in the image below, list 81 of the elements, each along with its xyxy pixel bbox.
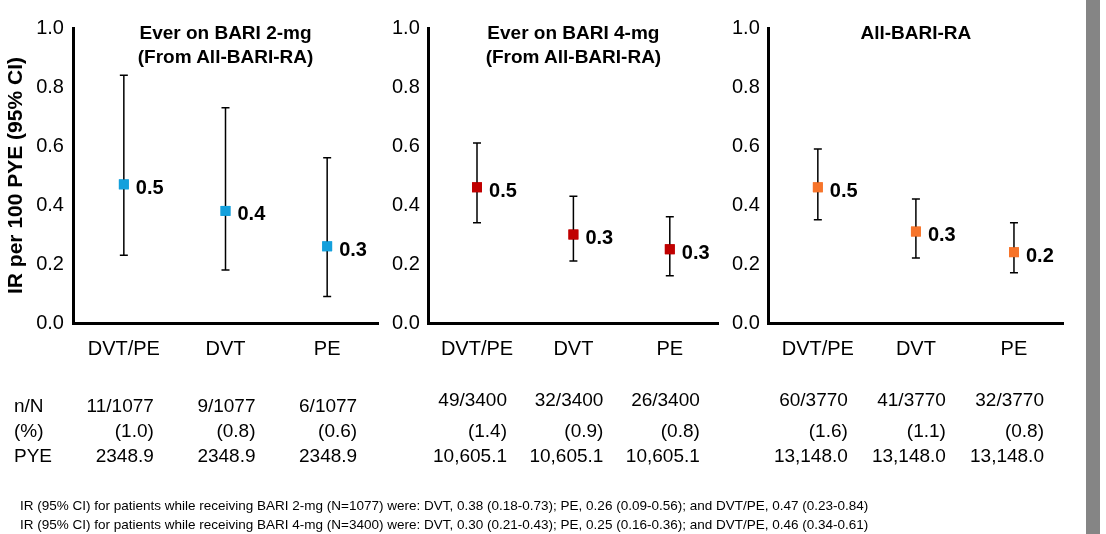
y-tick-label: 0.6 [36, 133, 64, 156]
point [812, 182, 823, 193]
text: 10,605.1 [433, 445, 508, 467]
x-tick-label: PE [656, 336, 684, 359]
x-tick-label: DVT [205, 336, 246, 359]
text: n/N [14, 395, 44, 417]
text: IR (95% CI) for patients while receiving BARI 4-mg (N=3400) were: DVT, 0.30 (0.21-0.43); PE, 0.25 (0.16-0.36); and DVT/PE, 0.46 (0.34-0.61) [20, 516, 869, 533]
chart-title: Ever on BARI 2-mg (From All-BARI-RA) [137, 21, 314, 67]
chart-title: All-BARI-RA [860, 21, 972, 43]
y-tick-label: 0.2 [36, 251, 64, 274]
data-label: 0.3 [585, 226, 614, 249]
y-tick-label: 0.0 [36, 310, 64, 333]
y-tick-label: 0.0 [731, 310, 760, 333]
text: PYE [14, 445, 53, 467]
y-tick-label: 0.0 [391, 310, 420, 333]
text: 13,148.0 [871, 445, 946, 467]
y-tick-label: 0.2 [731, 251, 760, 274]
data-label: 0.5 [829, 178, 858, 201]
text: 13,148.0 [970, 445, 1044, 467]
point [568, 229, 579, 240]
y-tick-label: 0.4 [36, 192, 64, 215]
text: (1.0) [114, 420, 154, 442]
y-tick-label: 1.0 [36, 15, 64, 38]
text: (%) [14, 420, 44, 442]
y-tick-label: 0.8 [36, 74, 64, 97]
text: 6/1077 [299, 395, 358, 417]
text: (0.8) [660, 420, 700, 442]
data-label: 0.3 [681, 240, 710, 263]
text: 60/3770 [779, 389, 848, 411]
y-tick-label: 0.4 [391, 192, 420, 215]
data-label: 0.4 [237, 202, 267, 225]
data-label: 0.3 [927, 223, 956, 246]
data-label: 0.5 [489, 178, 517, 201]
text: (1.6) [808, 420, 848, 442]
point [1009, 247, 1019, 258]
data-label: 0.2 [1025, 243, 1054, 266]
point [220, 205, 231, 216]
y-tick-label: 1.0 [731, 15, 760, 38]
x-tick-label: DVT [553, 336, 594, 359]
text: 32/3400 [534, 389, 604, 411]
point [322, 241, 333, 252]
x-tick-label: PE [313, 336, 341, 359]
x-tick-label: DVT/PE [440, 336, 514, 359]
y-tick-label: 0.6 [731, 133, 760, 156]
text: (0.6) [318, 420, 358, 442]
x-tick-label: DVT/PE [781, 336, 854, 359]
text: 41/3770 [877, 389, 946, 411]
text: 10,605.1 [625, 445, 700, 467]
y-tick-label: 0.8 [731, 74, 760, 97]
x-tick-label: DVT/PE [87, 336, 160, 359]
text: 9/1077 [197, 395, 256, 417]
text: 2348.9 [95, 445, 154, 467]
text: 32/3770 [975, 389, 1044, 411]
text: (0.9) [564, 420, 604, 442]
y-tick-label: 0.6 [391, 133, 420, 156]
text: 49/3400 [438, 389, 508, 411]
y-tick-label: 0.2 [391, 251, 420, 274]
text: 2348.9 [299, 445, 358, 467]
y-tick-label: 0.8 [391, 74, 420, 97]
text: (0.8) [216, 420, 256, 442]
y-tick-label: 0.4 [731, 192, 760, 215]
point [472, 182, 482, 193]
chart-title: Ever on BARI 4-mg (From All-BARI-RA) [485, 21, 662, 67]
text: (1.1) [906, 420, 946, 442]
text: 26/3400 [631, 389, 700, 411]
text: (1.4) [467, 420, 508, 442]
point [664, 244, 675, 255]
text: IR (95% CI) for patients while receiving BARI 2-mg (N=1077) were: DVT, 0.38 (0.18-0.73); PE, 0.26 (0.09-0.56); and DVT/PE, 0.47 (0.23-0.84) [20, 497, 869, 514]
point [118, 179, 129, 190]
point [910, 226, 921, 237]
x-tick-label: PE [1000, 336, 1028, 359]
text: 11/1077 [86, 395, 154, 417]
data-label: 0.3 [339, 237, 367, 260]
text: 2348.9 [197, 445, 256, 467]
x-tick-label: DVT [895, 336, 936, 359]
data-label: 0.5 [135, 175, 164, 198]
y-axis-title: IR per 100 PYE (95% CI) [3, 57, 27, 294]
text: (0.8) [1004, 420, 1044, 442]
y-tick-label: 1.0 [391, 15, 420, 38]
text: 10,605.1 [529, 445, 604, 467]
text: 13,148.0 [773, 445, 848, 467]
